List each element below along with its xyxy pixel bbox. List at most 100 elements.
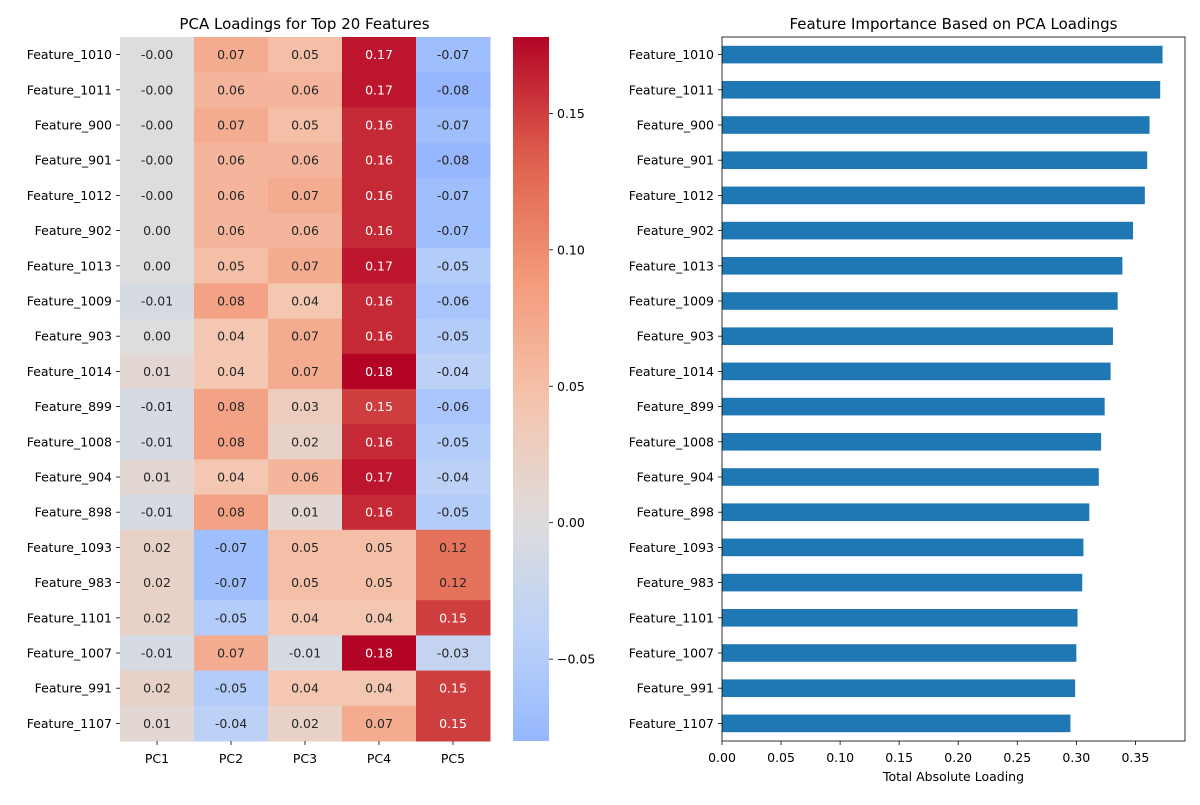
heatmap-cells: -0.00 0.07 0.05 0.17 -0.07 -0.00 0.06 0.06 0.17 -… xyxy=(120,37,491,742)
heatmap-cell-label: 0.02 xyxy=(143,540,171,555)
heatmap-cell-label: 0.07 xyxy=(217,47,245,62)
heatmap-cell xyxy=(120,529,195,566)
bar-axes xyxy=(721,36,1186,742)
heatmap-cell xyxy=(268,318,343,355)
heatmap-cell xyxy=(342,389,417,425)
bar-x-ticks: 0.00 0.05 0.10 0.15 0.20 0.25 0.30 0.35 xyxy=(708,741,1149,765)
heatmap-row-label: Feature_1009 xyxy=(27,294,112,309)
heatmap-cell xyxy=(342,635,417,672)
colorbar-tick-label: 0.10 xyxy=(557,242,585,257)
heatmap-cell xyxy=(120,459,195,496)
heatmap-cell xyxy=(120,177,195,214)
heatmap-cell-label: 0.04 xyxy=(365,610,393,625)
heatmap-column-label: PC3 xyxy=(293,751,317,766)
bar-x-tick-label: 0.00 xyxy=(708,750,736,765)
heatmap-cell-label: 0.04 xyxy=(291,294,319,309)
heatmap-panel: PCA Loadings for Top 20 Features -0.00 0.… xyxy=(27,15,491,766)
bar-category-label: Feature_1013 xyxy=(629,258,714,273)
bar-category-label: Feature_1014 xyxy=(629,364,714,379)
bar xyxy=(722,538,1084,557)
heatmap-cell xyxy=(194,318,269,355)
heatmap-cell-label: 0.07 xyxy=(217,118,245,133)
bar xyxy=(722,433,1102,451)
heatmap-cell-label: 0.05 xyxy=(365,575,393,590)
heatmap-cell-label: -0.00 xyxy=(141,82,173,97)
bar-x-axis-label: Total Absolute Loading xyxy=(882,769,1024,784)
bar xyxy=(722,468,1099,486)
heatmap-cell xyxy=(416,424,491,460)
heatmap-cell-label: 0.18 xyxy=(365,364,393,379)
heatmap-cell xyxy=(342,705,417,742)
heatmap-row-label: Feature_901 xyxy=(35,153,112,168)
heatmap-cell-label: 0.04 xyxy=(217,470,245,485)
bar xyxy=(722,186,1145,205)
bar-category-label: Feature_904 xyxy=(637,470,714,485)
heatmap-cell-label: -0.08 xyxy=(437,82,469,97)
heatmap-cell xyxy=(342,142,417,179)
heatmap-cell xyxy=(268,107,343,144)
heatmap-cell-label: -0.01 xyxy=(141,434,173,449)
heatmap-cell xyxy=(120,424,195,460)
heatmap-cell-label: 0.00 xyxy=(143,223,171,238)
heatmap-cell-label: 0.16 xyxy=(365,118,393,133)
bar-category-label: Feature_1007 xyxy=(629,646,714,661)
heatmap-cell xyxy=(416,72,491,108)
bar-category-label: Feature_1101 xyxy=(629,610,714,625)
heatmap-row-label: Feature_904 xyxy=(35,470,112,485)
heatmap-cell-label: -0.01 xyxy=(141,505,173,520)
bar xyxy=(722,81,1161,99)
heatmap-cell xyxy=(194,142,269,179)
heatmap-cell-label: 0.05 xyxy=(217,258,245,273)
heatmap-cell-label: -0.05 xyxy=(215,681,247,696)
heatmap-row-label: Feature_1101 xyxy=(27,610,112,625)
heatmap-cell-label: 0.08 xyxy=(217,399,245,414)
heatmap-cell xyxy=(194,353,269,390)
bar xyxy=(722,45,1163,64)
heatmap-cell-label: 0.18 xyxy=(365,646,393,661)
heatmap-cell xyxy=(342,459,417,496)
heatmap-cell xyxy=(268,248,343,284)
heatmap-cell-label: -0.07 xyxy=(437,188,469,203)
bar-x-tick-label: 0.35 xyxy=(1121,750,1149,765)
heatmap-cell-label: 0.05 xyxy=(291,540,319,555)
heatmap-row-label: Feature_983 xyxy=(35,575,112,590)
heatmap-column-label: PC4 xyxy=(367,751,391,766)
bar-category-label: Feature_1012 xyxy=(629,188,714,203)
heatmap-cell-label: -0.05 xyxy=(437,329,469,344)
heatmap-cell-label: -0.04 xyxy=(215,716,247,731)
heatmap-cell-label: -0.00 xyxy=(141,153,173,168)
heatmap-cell-label: 0.16 xyxy=(365,223,393,238)
heatmap-row-label: Feature_900 xyxy=(35,118,112,133)
heatmap-cell xyxy=(194,72,269,108)
heatmap-row-label: Feature_902 xyxy=(35,223,112,238)
bar-category-label: Feature_1093 xyxy=(629,540,714,555)
bar xyxy=(722,503,1090,521)
heatmap-cell xyxy=(120,635,195,672)
heatmap-cell xyxy=(120,283,195,320)
heatmap-cell-label: 0.05 xyxy=(291,118,319,133)
bar xyxy=(722,221,1134,240)
heatmap-cell-label: -0.05 xyxy=(215,610,247,625)
heatmap-cell xyxy=(120,565,195,601)
heatmap-cell xyxy=(120,72,195,108)
heatmap-cell xyxy=(416,494,491,531)
heatmap-row-label: Feature_1007 xyxy=(27,646,112,661)
heatmap-cell xyxy=(268,459,343,496)
bar-category-label: Feature_902 xyxy=(637,223,714,238)
heatmap-row-labels: Feature_1010 Feature_1011 Feature_900 Featu… xyxy=(27,47,120,731)
bar xyxy=(722,116,1150,134)
heatmap-cell-label: 0.05 xyxy=(291,47,319,62)
heatmap-cell-label: 0.00 xyxy=(143,329,171,344)
heatmap-cell xyxy=(416,213,491,249)
heatmap-cell xyxy=(268,705,343,742)
bar xyxy=(722,644,1077,662)
heatmap-cell-label: 0.15 xyxy=(439,681,467,696)
heatmap-cell xyxy=(416,529,491,566)
heatmap-cell-label: 0.06 xyxy=(291,153,319,168)
bar-category-label: Feature_1011 xyxy=(629,82,714,97)
bar-series xyxy=(722,45,1163,733)
heatmap-cell-label: 0.07 xyxy=(291,258,319,273)
heatmap-cell-label: -0.00 xyxy=(141,47,173,62)
bar xyxy=(722,679,1076,697)
heatmap-cell-label: 0.12 xyxy=(439,575,467,590)
